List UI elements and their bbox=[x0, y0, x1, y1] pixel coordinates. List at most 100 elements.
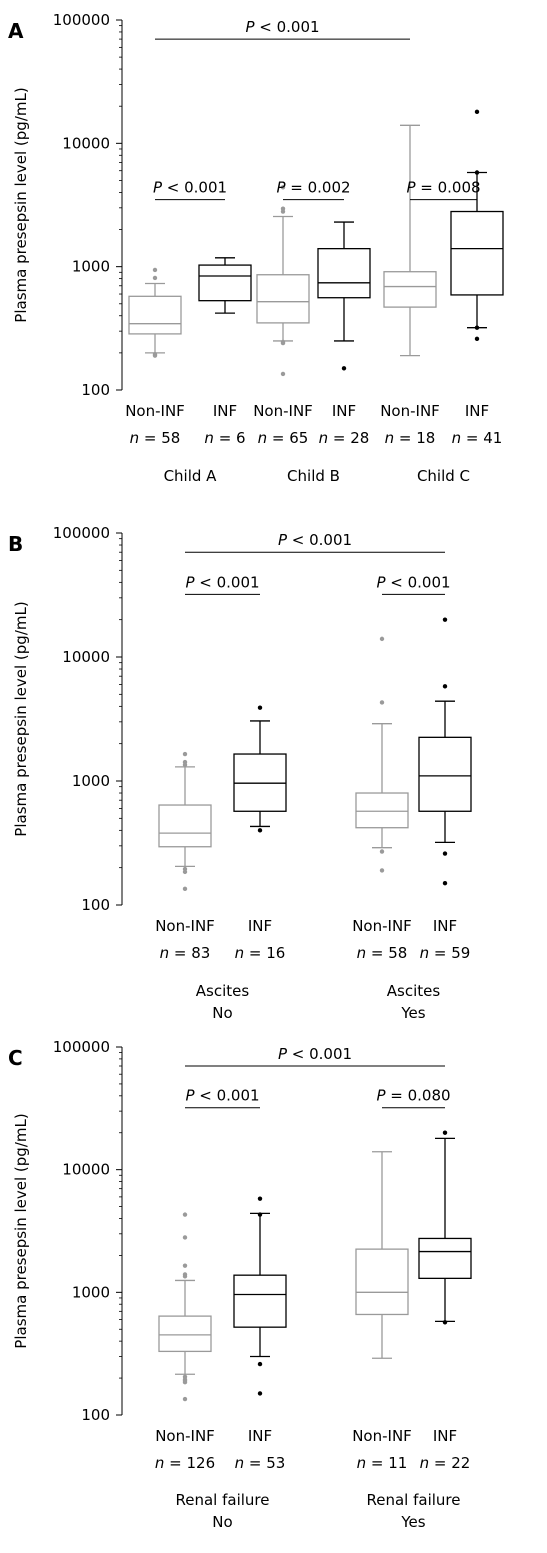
outlier-point bbox=[182, 759, 188, 765]
box-inf-1: INF n = 53 bbox=[233, 1196, 287, 1472]
p-value-label: P < 0.001 bbox=[245, 18, 319, 36]
category-label: Ascites bbox=[196, 982, 250, 1000]
y-tick-label: 100000 bbox=[53, 1038, 110, 1056]
panel-letter: C bbox=[8, 1046, 23, 1070]
p-value-label: P < 0.001 bbox=[376, 573, 450, 591]
box-non-inf-1: Non-INF n = 126 bbox=[155, 1212, 215, 1472]
box-inf-1: INF n = 16 bbox=[233, 705, 287, 962]
outlier-point bbox=[182, 1374, 188, 1379]
p-value-label: P < 0.001 bbox=[185, 573, 259, 591]
outlier-point bbox=[152, 352, 158, 357]
y-axis-title: Plasma presepsin level (pg/mL) bbox=[12, 601, 30, 836]
outlier-point bbox=[257, 1391, 263, 1396]
sample-size-label: n = 58 bbox=[130, 429, 181, 447]
category-value: No bbox=[212, 1004, 232, 1022]
p-value-label: P < 0.001 bbox=[278, 531, 352, 549]
box-iqr bbox=[128, 295, 182, 335]
outlier-point bbox=[379, 700, 385, 705]
box-iqr bbox=[158, 804, 212, 848]
panel-a: A 100 1000 10000 100000 Plasma presepsin leve… bbox=[8, 11, 504, 485]
category-value: No bbox=[212, 1513, 232, 1531]
outlier-point bbox=[182, 1212, 188, 1217]
category-label: Ascites bbox=[387, 982, 441, 1000]
p-value-label: P < 0.001 bbox=[278, 1045, 352, 1063]
outlier-point bbox=[379, 636, 385, 642]
outlier-point bbox=[257, 1212, 263, 1217]
outlier-point bbox=[182, 866, 188, 872]
group-label: INF bbox=[248, 917, 272, 935]
outlier-point bbox=[257, 1361, 263, 1367]
outlier-point bbox=[442, 684, 448, 689]
outlier-point bbox=[182, 751, 188, 757]
outlier-point bbox=[182, 1272, 188, 1277]
group-label: Non-INF bbox=[352, 917, 412, 935]
y-tick-label: 1000 bbox=[72, 1283, 110, 1301]
sample-size-label: n = 53 bbox=[235, 1454, 286, 1472]
box-non-inf-1: Non-INF n = 58 bbox=[125, 267, 185, 447]
sample-size-label: n = 59 bbox=[420, 944, 471, 962]
box-inf-2: INF n = 22 bbox=[418, 1130, 472, 1472]
y-tick-label: 1000 bbox=[72, 772, 110, 790]
outlier-point bbox=[257, 828, 263, 833]
outlier-point bbox=[182, 886, 188, 892]
category-label: Child B bbox=[287, 467, 340, 485]
outlier-point bbox=[442, 617, 448, 622]
box-inf-2: INF n = 59 bbox=[418, 617, 472, 962]
y-tick-label: 10000 bbox=[62, 134, 110, 152]
box-non-inf-2: Non-INF n = 65 bbox=[253, 185, 313, 447]
outlier-point bbox=[257, 705, 263, 710]
outlier-point bbox=[442, 1320, 448, 1325]
box-iqr bbox=[158, 1315, 212, 1353]
box-iqr bbox=[256, 274, 310, 324]
box-non-inf-2: Non-INF n = 58 bbox=[352, 636, 412, 962]
group-label: INF bbox=[248, 1427, 272, 1445]
outlier-point bbox=[379, 849, 385, 854]
sample-size-label: n = 83 bbox=[160, 944, 211, 962]
group-label: INF bbox=[433, 917, 457, 935]
sample-size-label: n = 11 bbox=[357, 1454, 408, 1472]
box-iqr bbox=[355, 1248, 409, 1316]
box-inf-2: INF n = 28 bbox=[317, 221, 371, 447]
sample-size-label: n = 28 bbox=[319, 429, 370, 447]
p-value-label: P = 0.002 bbox=[276, 179, 350, 197]
outlier-point bbox=[474, 109, 480, 115]
p-value-label: P < 0.001 bbox=[153, 179, 227, 197]
panel-c: C 100 1000 10000 100000 Plasma presepsin leve… bbox=[8, 1038, 472, 1531]
outlier-point bbox=[442, 851, 448, 856]
outlier-point bbox=[474, 170, 480, 175]
box-iqr bbox=[355, 792, 409, 829]
y-tick-label: 100000 bbox=[53, 11, 110, 29]
y-tick-label: 100 bbox=[81, 1406, 110, 1424]
sample-size-label: n = 126 bbox=[155, 1454, 215, 1472]
group-label: INF bbox=[465, 402, 489, 420]
outlier-point bbox=[474, 325, 480, 330]
panel-letter: A bbox=[8, 19, 24, 43]
outlier-point bbox=[280, 206, 286, 211]
group-label: INF bbox=[213, 402, 237, 420]
outlier-point bbox=[474, 336, 480, 342]
outlier-point bbox=[280, 185, 286, 190]
outlier-point bbox=[280, 371, 286, 377]
sample-size-label: n = 22 bbox=[420, 1454, 471, 1472]
group-label: INF bbox=[332, 402, 356, 420]
group-label: INF bbox=[433, 1427, 457, 1445]
box-iqr bbox=[233, 1274, 287, 1328]
outlier-point bbox=[182, 1235, 188, 1240]
box-iqr bbox=[450, 210, 504, 296]
sample-size-label: n = 16 bbox=[235, 944, 286, 962]
y-tick-label: 10000 bbox=[62, 1161, 110, 1179]
outlier-point bbox=[257, 1196, 263, 1201]
group-label: Non-INF bbox=[380, 402, 440, 420]
box-iqr bbox=[198, 264, 252, 302]
outlier-point bbox=[280, 339, 286, 345]
category-value: Yes bbox=[400, 1004, 425, 1022]
panel-letter: B bbox=[8, 532, 23, 556]
y-tick-label: 10000 bbox=[62, 648, 110, 666]
sample-size-label: n = 65 bbox=[258, 429, 309, 447]
box-inf-3: INF n = 41 bbox=[450, 109, 504, 447]
sample-size-label: n = 41 bbox=[452, 429, 503, 447]
y-tick-label: 100 bbox=[81, 896, 110, 914]
group-label: Non-INF bbox=[352, 1427, 412, 1445]
outlier-point bbox=[182, 1263, 188, 1268]
